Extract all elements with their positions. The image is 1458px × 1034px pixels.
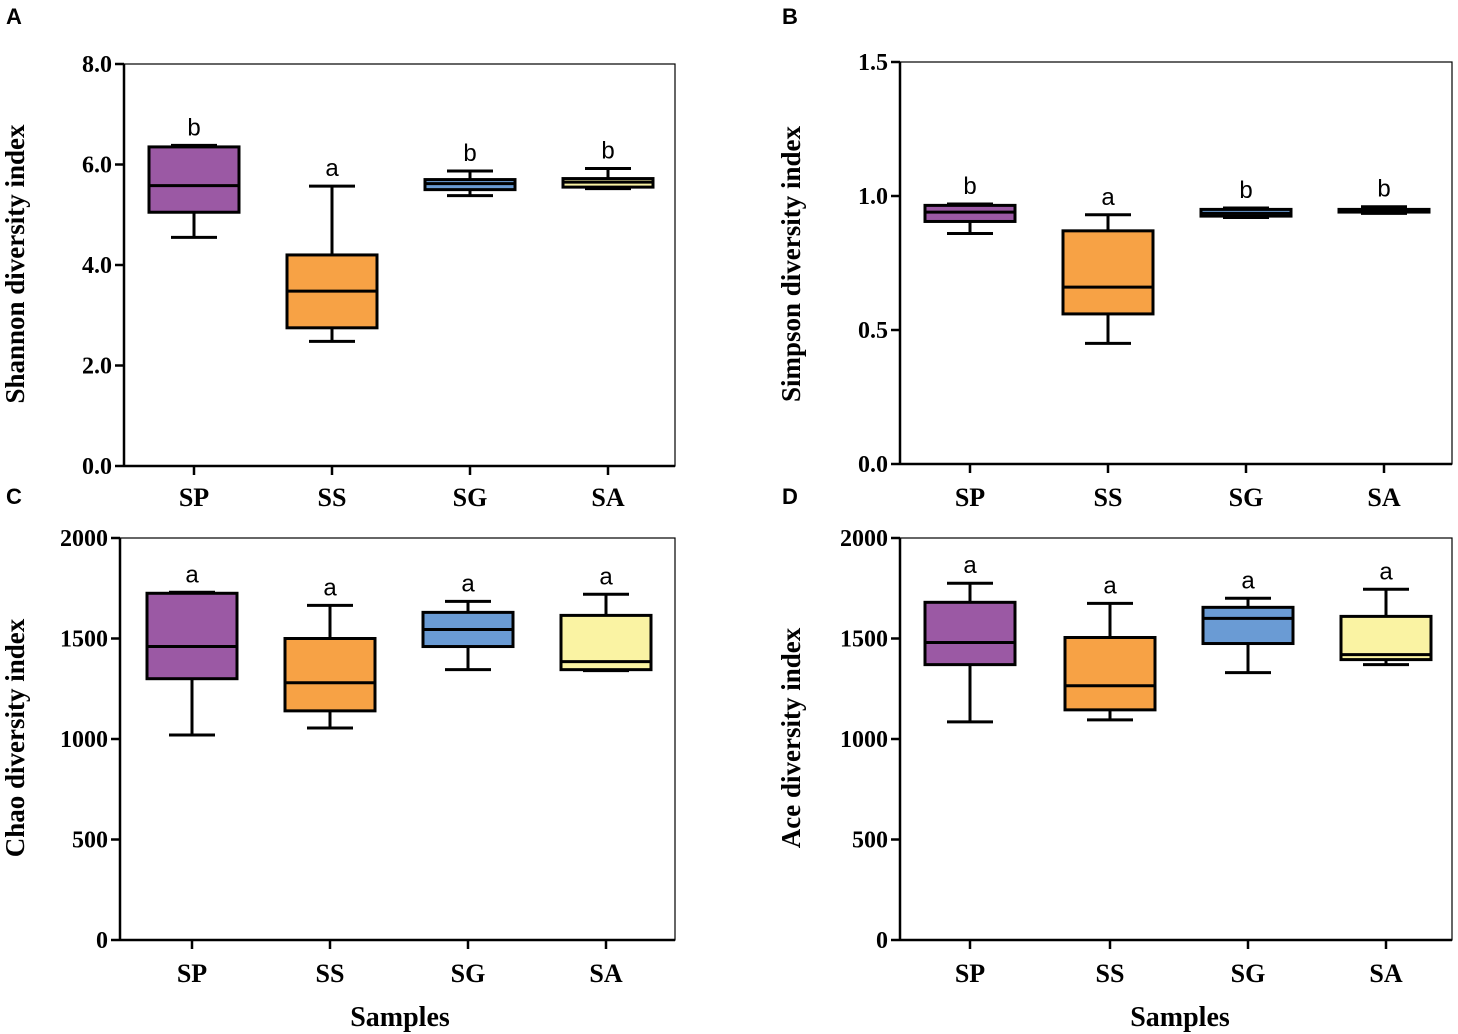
significance-label: b <box>963 173 976 200</box>
box-sg: a <box>421 570 515 672</box>
significance-label: b <box>463 140 476 167</box>
box-ss: a <box>283 574 377 730</box>
box-sp: a <box>923 552 1017 724</box>
box-ss: a <box>285 155 379 343</box>
box-sa: b <box>561 138 655 191</box>
box-sp: a <box>145 561 239 737</box>
box-iqr <box>283 637 377 713</box>
box-sg: b <box>423 140 517 198</box>
y-tick-label: 1500 <box>840 627 888 653</box>
significance-label: a <box>1103 572 1117 599</box>
significance-label: a <box>323 574 337 601</box>
y-tick-label: 1.0 <box>858 184 888 210</box>
significance-label: b <box>1377 176 1390 203</box>
significance-label: b <box>187 114 200 141</box>
x-tick-label: SG <box>1229 483 1264 512</box>
significance-label: a <box>325 155 339 182</box>
significance-label: a <box>599 563 613 590</box>
y-tick-label: 1000 <box>840 727 888 753</box>
plot-frame <box>899 537 1453 941</box>
x-tick-label: SP <box>177 959 207 988</box>
box-iqr <box>147 145 241 214</box>
box-sp: b <box>147 114 241 239</box>
panel-d: D Ace diversity index Samples 0 500 1000 15… <box>776 484 1453 1033</box>
significance-label: a <box>185 561 199 588</box>
x-axis-label: Samples <box>1130 1002 1230 1033</box>
y-tick-label: 1000 <box>60 727 108 753</box>
y-axis-label: Chao diversity index <box>0 618 30 857</box>
y-tick-label: 8.0 <box>82 52 112 78</box>
x-tick-label: SA <box>589 959 622 988</box>
panel-letter-c: C <box>6 484 22 509</box>
box-sp: b <box>923 173 1017 236</box>
box-sg: a <box>1201 567 1295 675</box>
y-tick-label: 2000 <box>60 526 108 552</box>
y-tick-label: 0 <box>96 928 108 954</box>
y-axis-label: Simpson diversity index <box>776 125 806 402</box>
panel-b: B Simpson diversity index 0.0 0.5 1.0 1.5 SP… <box>776 4 1453 512</box>
box-ss: a <box>1061 184 1155 345</box>
plot-frame <box>899 61 1453 465</box>
x-tick-label: SS <box>316 959 345 988</box>
panel-c: C Chao diversity index Samples 0 500 1000 1… <box>0 484 676 1033</box>
y-axis-label: Shannon diversity index <box>0 124 30 404</box>
significance-label: a <box>1241 567 1255 594</box>
x-tick-label: SS <box>1094 483 1123 512</box>
box-iqr <box>1201 605 1295 646</box>
y-tick-label: 6.0 <box>82 153 112 179</box>
y-tick-label: 0.0 <box>82 454 112 480</box>
panel-letter-a: A <box>6 4 22 29</box>
x-tick-label: SA <box>1367 483 1400 512</box>
y-tick-label: 1500 <box>60 627 108 653</box>
x-tick-label: SS <box>318 483 347 512</box>
x-tick-label: SG <box>453 483 488 512</box>
x-tick-label: SG <box>1231 959 1266 988</box>
box-ss: a <box>1063 572 1157 722</box>
plot-frame <box>123 63 676 467</box>
box-sa: a <box>1339 558 1433 667</box>
x-tick-label: SG <box>451 959 486 988</box>
y-tick-label: 0.5 <box>858 318 888 344</box>
box-sg: b <box>1199 177 1293 219</box>
panel-letter-d: D <box>782 484 798 509</box>
x-axis-label: Samples <box>350 1002 450 1033</box>
x-tick-label: SP <box>955 483 985 512</box>
significance-label: b <box>601 138 614 165</box>
y-tick-label: 1.5 <box>858 50 888 76</box>
box-sa: a <box>559 563 653 673</box>
box-sa: b <box>1337 176 1431 215</box>
y-tick-label: 4.0 <box>82 253 112 279</box>
x-tick-label: SP <box>955 959 985 988</box>
y-tick-label: 2.0 <box>82 354 112 380</box>
significance-label: a <box>1101 184 1115 211</box>
y-axis-label: Ace diversity index <box>776 627 806 848</box>
significance-label: a <box>461 570 475 597</box>
x-tick-label: SA <box>591 483 624 512</box>
panel-a: A Shannon diversity index 0.0 2.0 4.0 6.0 8.… <box>0 4 676 512</box>
significance-label: a <box>963 552 977 579</box>
panel-letter-b: B <box>782 4 798 29</box>
y-tick-label: 0 <box>876 928 888 954</box>
significance-label: a <box>1379 558 1393 585</box>
box-iqr <box>1339 614 1433 662</box>
x-tick-label: SP <box>179 483 209 512</box>
box-iqr <box>145 591 239 681</box>
significance-label: b <box>1239 177 1252 204</box>
x-tick-label: SA <box>1369 959 1402 988</box>
x-tick-label: SS <box>1096 959 1125 988</box>
y-tick-label: 500 <box>852 828 888 854</box>
y-tick-label: 0.0 <box>858 452 888 478</box>
box-iqr <box>923 600 1017 667</box>
y-tick-label: 2000 <box>840 526 888 552</box>
y-tick-label: 500 <box>72 828 108 854</box>
box-iqr <box>1063 635 1157 712</box>
box-iqr <box>1061 229 1155 316</box>
